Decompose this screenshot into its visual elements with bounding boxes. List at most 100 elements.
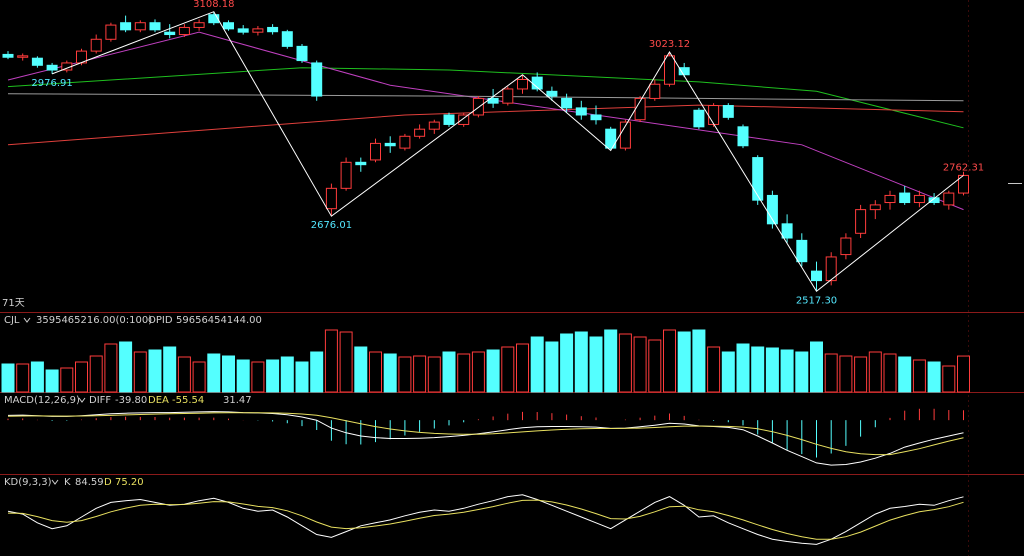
candle-body <box>134 22 146 31</box>
volume-bar <box>30 361 44 393</box>
volume-bar <box>648 339 662 393</box>
volume-bar <box>927 361 941 393</box>
volume-bar <box>148 349 162 393</box>
period-label: 71天 <box>2 298 25 309</box>
volume-bar <box>560 333 574 393</box>
candle-body <box>752 157 764 201</box>
candle-body <box>561 97 573 109</box>
volume-bar <box>16 363 30 393</box>
candle-body <box>678 67 690 76</box>
volume-bar <box>119 341 133 393</box>
candle-body <box>267 26 279 33</box>
volume-bar <box>883 353 897 393</box>
candle-body <box>869 204 881 211</box>
volume-bar <box>177 356 191 393</box>
volume-bar <box>310 351 324 393</box>
candle-body <box>472 97 484 116</box>
candle-body <box>708 105 720 125</box>
moving-average <box>7 93 964 102</box>
diff-label: DIFF <box>89 395 111 406</box>
volume-bar <box>795 351 809 393</box>
volume-bar <box>75 361 88 393</box>
candle-body <box>340 161 352 189</box>
volume-bar <box>471 351 485 393</box>
candle-body <box>237 28 249 33</box>
volume-bar <box>1 363 15 393</box>
opid-label: OPID <box>148 315 173 326</box>
zigzag-line <box>51 11 964 293</box>
candle-body <box>884 194 896 204</box>
candle-body <box>252 28 264 33</box>
dropdown-icon[interactable] <box>78 397 86 403</box>
volume-bar <box>280 356 294 393</box>
macd-value: 31.47 <box>223 395 252 406</box>
volume-bar <box>442 351 456 393</box>
candle-body <box>428 121 440 130</box>
dropdown-icon[interactable] <box>51 479 59 485</box>
volume-bar <box>751 346 765 393</box>
volume-bar <box>222 355 235 393</box>
extreme-label: 2517.30 <box>796 295 837 306</box>
volume-bar <box>957 355 970 393</box>
candle-body <box>458 114 470 125</box>
volume-bar <box>133 351 147 393</box>
candle-body <box>384 142 396 147</box>
volume-bar <box>163 346 177 393</box>
volume-bar <box>824 353 838 393</box>
volume-bar <box>104 343 118 393</box>
candle-body <box>811 270 822 282</box>
candle-body <box>605 128 617 149</box>
volume-bar <box>60 367 74 393</box>
volume-bar <box>457 353 471 393</box>
kd-label: KD(9,3,3) <box>4 477 52 488</box>
diff-value: -39.80 <box>115 395 147 406</box>
volume-bar <box>501 346 515 393</box>
candle-body <box>31 57 43 66</box>
dea-value: -55.54 <box>172 395 204 406</box>
d-label: D <box>104 477 112 488</box>
volume-readout: 3595465216.00(0:100) <box>36 315 152 326</box>
candle-body <box>370 142 381 161</box>
volume-bar <box>354 346 368 393</box>
volume-bar <box>398 356 412 393</box>
volume-bar <box>383 353 397 393</box>
volume-bar <box>898 356 912 393</box>
volume-bar <box>854 356 868 393</box>
extreme-label: 2676.01 <box>311 220 352 231</box>
extreme-label: 3023.12 <box>649 39 690 50</box>
candle-body <box>325 187 337 210</box>
volume-bar <box>369 351 382 393</box>
volume-bar <box>574 331 588 393</box>
volume-bar <box>45 369 59 393</box>
volume-bar <box>192 361 206 393</box>
dea-line <box>7 412 964 456</box>
candle-body <box>722 105 734 118</box>
candle-body <box>281 31 293 47</box>
candle-body <box>943 192 955 206</box>
candle-body <box>17 55 29 58</box>
candle-body <box>693 109 705 128</box>
candle-body <box>311 62 323 97</box>
candle-body <box>193 22 205 28</box>
volume-bar <box>251 361 265 393</box>
candle-body <box>664 55 675 85</box>
candle-body <box>649 83 661 99</box>
volume-label: CJL <box>4 315 20 326</box>
candle-body <box>502 88 514 104</box>
macd-label: MACD(12,26,9) <box>4 395 80 406</box>
candle-body <box>164 31 176 36</box>
volume-bar <box>486 349 500 393</box>
dropdown-icon[interactable] <box>23 317 31 323</box>
opid-value: 59656454144.00 <box>176 315 262 326</box>
volume-bar <box>530 336 544 393</box>
candle-body <box>105 24 117 40</box>
candle-body <box>855 209 867 234</box>
volume-bar <box>663 329 676 393</box>
candle-body <box>899 192 911 204</box>
extreme-label: 2762.31 <box>943 162 984 173</box>
volume-bar <box>780 349 794 393</box>
candle-body <box>399 135 411 149</box>
volume-bar <box>618 333 632 393</box>
